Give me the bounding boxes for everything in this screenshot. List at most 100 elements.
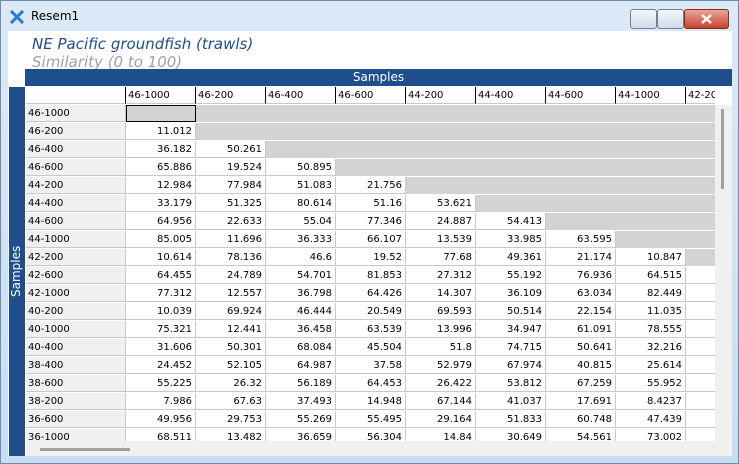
similarity-cell: 19.524 — [196, 159, 266, 176]
similarity-cell: 67.144 — [406, 393, 476, 410]
column-header: 44-400 — [476, 87, 546, 104]
similarity-cell: 37.493 — [266, 393, 336, 410]
empty-cell — [476, 105, 546, 122]
empty-cell — [616, 195, 686, 212]
similarity-cell: 30.649 — [476, 429, 546, 441]
close-icon — [701, 14, 712, 24]
row-header: 46-200 — [26, 123, 126, 140]
similarity-cell: 46.444 — [266, 303, 336, 320]
empty-cell — [266, 123, 336, 140]
empty-cell — [616, 177, 686, 194]
empty-cell — [196, 123, 266, 140]
similarity-cell: 50.301 — [196, 339, 266, 356]
cell — [686, 321, 715, 338]
similarity-cell: 77.346 — [336, 213, 406, 230]
similarity-cell: 50.261 — [196, 141, 266, 158]
similarity-cell: 60.748 — [546, 411, 616, 428]
column-header: 42-200 — [686, 87, 715, 104]
minimize-button[interactable] — [630, 9, 657, 29]
similarity-cell: 77.68 — [406, 249, 476, 266]
similarity-cell: 13.482 — [196, 429, 266, 441]
similarity-cell: 36.458 — [266, 321, 336, 338]
similarity-cell: 12.557 — [196, 285, 266, 302]
scroll-thumb[interactable] — [721, 109, 724, 189]
empty-cell — [406, 141, 476, 158]
similarity-cell: 64.455 — [126, 267, 196, 284]
similarity-cell: 36.109 — [476, 285, 546, 302]
row-header: 42-200 — [26, 249, 126, 266]
similarity-cell: 34.947 — [476, 321, 546, 338]
empty-cell — [546, 159, 616, 176]
empty-cell — [336, 105, 406, 122]
empty-cell — [686, 213, 715, 230]
empty-cell — [266, 105, 336, 122]
similarity-cell: 52.979 — [406, 357, 476, 374]
similarity-cell: 75.321 — [126, 321, 196, 338]
similarity-cell: 56.189 — [266, 375, 336, 392]
row-header: 46-400 — [26, 141, 126, 158]
similarity-cell: 51.833 — [476, 411, 546, 428]
similarity-cell: 64.956 — [126, 213, 196, 230]
cell — [686, 303, 715, 320]
similarity-cell: 22.633 — [196, 213, 266, 230]
column-header: 46-600 — [336, 87, 406, 104]
scroll-thumb[interactable] — [40, 448, 130, 451]
row-header: 40-400 — [26, 339, 126, 356]
row-header: 42-600 — [26, 267, 126, 284]
similarity-cell: 51.16 — [336, 195, 406, 212]
similarity-cell: 41.037 — [476, 393, 546, 410]
row-header: 42-1000 — [26, 285, 126, 302]
empty-cell — [406, 177, 476, 194]
similarity-cell: 56.304 — [336, 429, 406, 441]
column-header: 46-1000 — [126, 87, 196, 104]
similarity-cell: 74.715 — [476, 339, 546, 356]
row-header: 38-200 — [26, 393, 126, 410]
similarity-cell: 7.986 — [126, 393, 196, 410]
similarity-cell: 68.084 — [266, 339, 336, 356]
empty-cell — [126, 105, 196, 122]
row-header: 36-600 — [26, 411, 126, 428]
cell — [686, 267, 715, 284]
similarity-cell: 27.312 — [406, 267, 476, 284]
similarity-cell: 65.886 — [126, 159, 196, 176]
empty-cell — [476, 141, 546, 158]
row-header: 46-1000 — [26, 105, 126, 122]
empty-cell — [686, 141, 715, 158]
similarity-cell: 10.847 — [616, 249, 686, 266]
close-button[interactable] — [684, 9, 729, 29]
similarity-cell: 64.426 — [336, 285, 406, 302]
similarity-cell: 49.956 — [126, 411, 196, 428]
maximize-button[interactable] — [657, 9, 684, 29]
horizontal-scrollbar[interactable] — [26, 441, 732, 456]
empty-cell — [196, 105, 266, 122]
empty-cell — [616, 159, 686, 176]
similarity-cell: 13.539 — [406, 231, 476, 248]
empty-cell — [406, 105, 476, 122]
similarity-cell: 78.136 — [196, 249, 266, 266]
row-header: 36-1000 — [26, 429, 126, 441]
similarity-cell: 14.307 — [406, 285, 476, 302]
similarity-cell: 11.012 — [126, 123, 196, 140]
empty-cell — [476, 123, 546, 140]
matrix-title: NE Pacific groundfish (trawls) — [32, 35, 254, 53]
similarity-cell: 82.449 — [616, 285, 686, 302]
similarity-cell: 55.04 — [266, 213, 336, 230]
similarity-cell: 11.696 — [196, 231, 266, 248]
similarity-cell: 61.091 — [546, 321, 616, 338]
similarity-cell: 11.035 — [616, 303, 686, 320]
empty-cell — [546, 105, 616, 122]
similarity-cell: 76.936 — [546, 267, 616, 284]
empty-cell — [686, 105, 715, 122]
empty-cell — [616, 123, 686, 140]
empty-cell — [616, 141, 686, 158]
similarity-cell: 63.034 — [546, 285, 616, 302]
row-header: 46-600 — [26, 159, 126, 176]
similarity-cell: 12.984 — [126, 177, 196, 194]
vertical-scrollbar[interactable] — [715, 105, 732, 441]
similarity-cell: 33.985 — [476, 231, 546, 248]
similarity-cell: 54.701 — [266, 267, 336, 284]
similarity-cell: 50.514 — [476, 303, 546, 320]
empty-cell — [686, 123, 715, 140]
empty-cell — [336, 123, 406, 140]
similarity-cell: 69.924 — [196, 303, 266, 320]
